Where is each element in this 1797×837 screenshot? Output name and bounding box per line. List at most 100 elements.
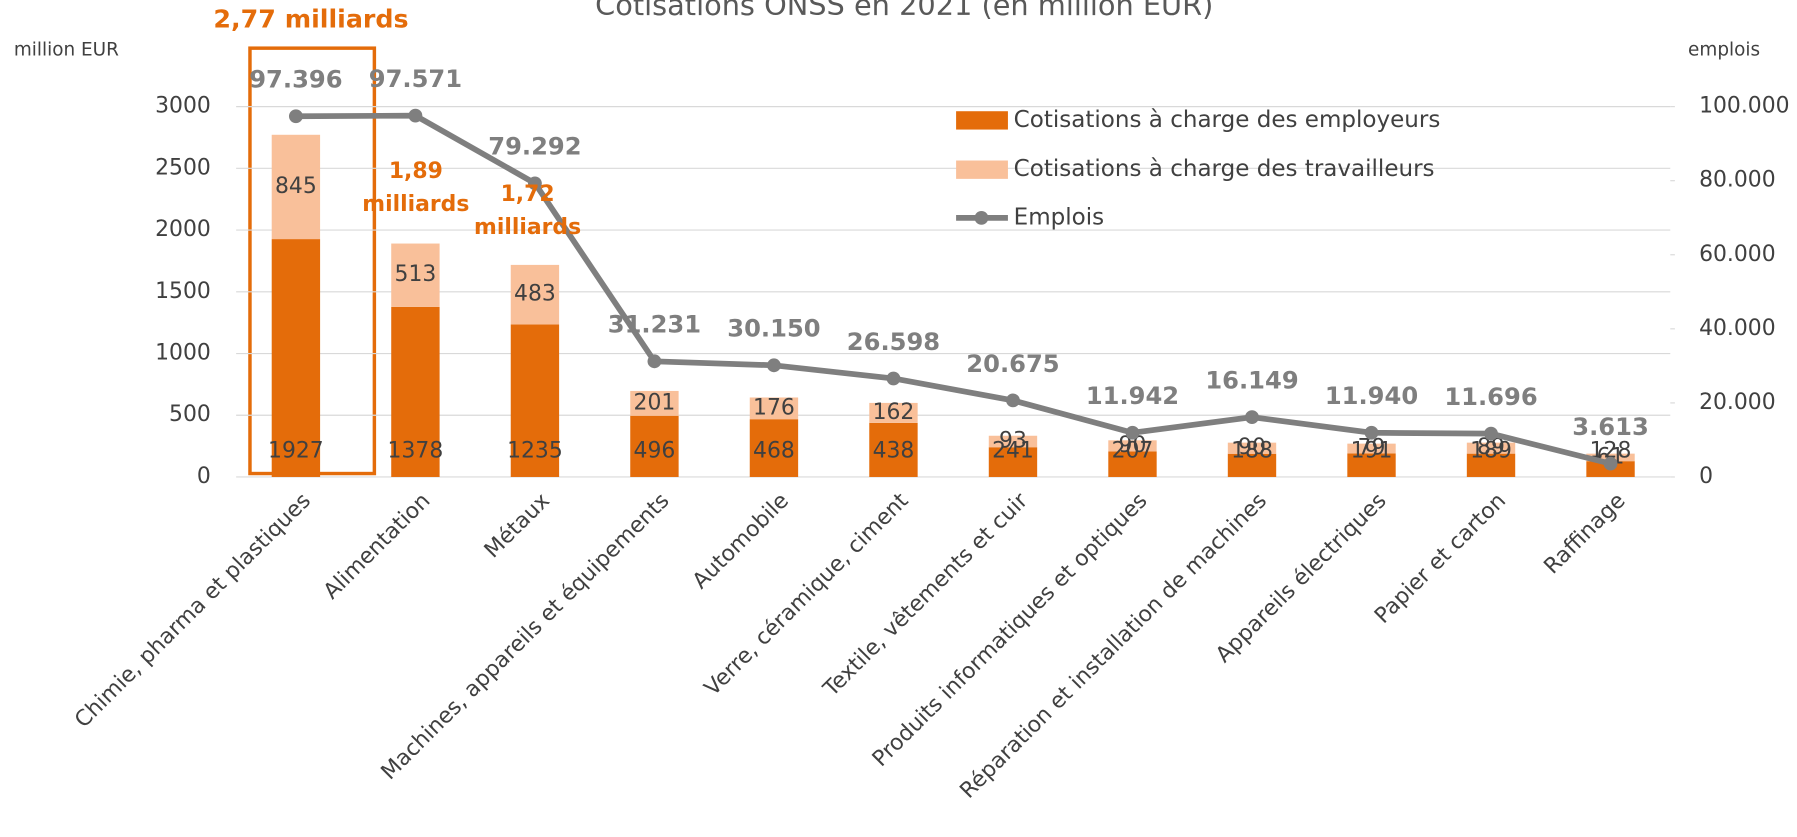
bar-value-label: 189	[1470, 439, 1512, 464]
y-tick-label: 1000	[155, 341, 211, 366]
bar-value-label: 176	[753, 395, 795, 420]
bar-value-label: 79	[1358, 436, 1386, 461]
bar-value-label: 162	[873, 400, 915, 425]
bar-segment	[1466, 442, 1516, 454]
x-tick-label: Verre, céramique, ciment	[700, 488, 914, 701]
line-value-label: 26.598	[847, 328, 940, 356]
bar-segment	[1347, 443, 1396, 454]
bar-value-label: 201	[634, 390, 676, 415]
x-tick-label: Papier et carton	[1370, 488, 1511, 628]
chart-title: Cotisations ONSS en 2021 (en million EUR…	[595, 0, 1213, 22]
bar-value-label: 241	[992, 439, 1034, 464]
legend-marker	[974, 210, 989, 225]
bar-value-label: 1927	[268, 439, 324, 464]
legend-label: Cotisations à charge des travailleurs	[1014, 156, 1435, 182]
line-point	[1125, 425, 1140, 440]
line-point	[1364, 425, 1379, 440]
line-point	[647, 354, 662, 369]
line-value-label: 11.696	[1444, 383, 1537, 411]
bar-value-label: 438	[873, 439, 915, 464]
bar-segment	[391, 306, 440, 477]
x-tick-label: Raffinage	[1539, 488, 1630, 579]
annotation: 2,77 milliards	[213, 5, 408, 34]
bar-segment	[391, 243, 440, 307]
annotation-line: 2,77 milliards	[213, 5, 408, 34]
bar-value-label: 845	[275, 174, 317, 199]
line-value-label: 11.940	[1325, 382, 1418, 410]
bar-value-label: 188	[1231, 439, 1273, 464]
line-value-label: 97.396	[249, 66, 342, 94]
y-tick-label: 1500	[155, 279, 211, 304]
bar-value-label: 513	[395, 262, 437, 287]
bar-segment	[1108, 451, 1157, 477]
bar-segment	[1108, 440, 1157, 452]
bar-segment	[630, 390, 679, 416]
annotation-line: 1,89	[389, 159, 443, 184]
y2-tick-label: 100.000	[1699, 94, 1789, 119]
bar-value-label: 496	[634, 439, 676, 464]
line-point	[288, 109, 303, 124]
bar-segment	[749, 397, 799, 420]
line-point	[408, 108, 423, 123]
y2-axis-label: emplois	[1688, 39, 1760, 60]
line-value-label: 97.571	[369, 65, 462, 93]
bar-value-label: 93	[999, 429, 1027, 454]
bar-segment	[630, 415, 679, 477]
line-point	[1245, 410, 1259, 425]
bar-value-label: 483	[514, 282, 556, 307]
line-point	[1006, 393, 1020, 408]
bar-segment	[1227, 442, 1277, 454]
bar-segment	[510, 324, 560, 477]
line-point	[886, 371, 901, 386]
y-tick-label: 3000	[155, 94, 211, 119]
x-tick-label: Automobile	[688, 488, 794, 594]
y-tick-label: 2500	[155, 155, 211, 180]
line-value-label: 31.231	[608, 311, 701, 339]
line-point	[528, 176, 542, 191]
line-point	[1484, 426, 1498, 441]
x-tick-label: Textile, vêtements et cuir	[818, 488, 1033, 702]
y-tick-label: 500	[169, 402, 211, 427]
legend-swatch	[956, 160, 1008, 179]
y2-tick-label: 40.000	[1699, 316, 1776, 341]
legend-label: Emplois	[1014, 204, 1104, 230]
bar-segment	[271, 239, 321, 477]
y-axis-label: million EUR	[14, 39, 119, 60]
y2-tick-label: 20.000	[1699, 390, 1776, 415]
x-tick-label: Produits informatiques et optiques	[868, 488, 1153, 771]
bar-value-label: 1235	[507, 439, 563, 464]
x-tick-label: Métaux	[480, 488, 555, 563]
bar-segment	[749, 419, 799, 477]
line-point	[767, 358, 781, 373]
bar-segment	[988, 447, 1038, 477]
line-value-label: 79.292	[488, 133, 581, 161]
y2-tick-label: 0	[1699, 464, 1713, 489]
annotation: 1,89 milliards	[362, 159, 469, 217]
legend-label: Cotisations à charge des employeurs	[1014, 107, 1441, 133]
annotation-line: milliards	[474, 215, 581, 240]
bar-value-label: 207	[1112, 439, 1154, 464]
x-tick-label: Alimentation	[319, 488, 435, 604]
line-value-label: 30.150	[727, 315, 820, 343]
y-tick-label: 0	[197, 464, 211, 489]
bar-value-label: 468	[753, 439, 795, 464]
line	[295, 112, 1612, 467]
bar-segment	[869, 422, 918, 477]
bar-value-label: 1378	[388, 439, 444, 464]
line-point	[1603, 456, 1618, 471]
x-tick-label: Chimie, pharma et plastiques	[70, 488, 316, 733]
annotation: 1,72 milliards	[474, 182, 581, 240]
annotation-line: 1,72	[501, 182, 555, 207]
y2-tick-label: 60.000	[1699, 242, 1776, 267]
bar-segment	[271, 134, 321, 240]
bar-segment	[1347, 453, 1396, 477]
bar-segment	[510, 264, 560, 325]
y2-tick-label: 80.000	[1699, 168, 1776, 193]
legend-swatch	[956, 111, 1008, 130]
line-value-label: 11.942	[1086, 382, 1179, 410]
bar-value-label: 191	[1351, 439, 1393, 464]
bar-segment	[988, 435, 1038, 448]
line-value-label: 16.149	[1205, 367, 1298, 395]
bar-segment	[1466, 453, 1516, 477]
